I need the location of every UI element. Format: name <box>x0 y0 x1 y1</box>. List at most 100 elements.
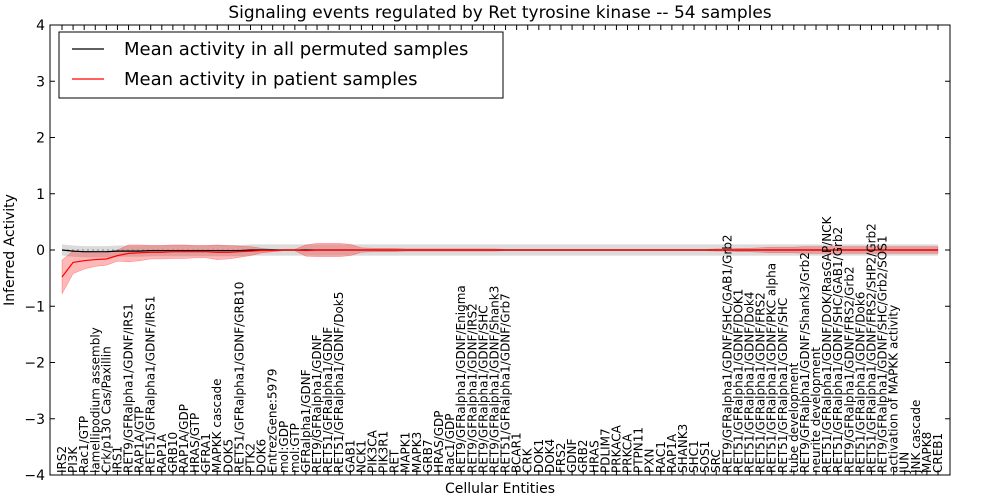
y-tick-label: 2 <box>36 131 45 147</box>
x-tick-label: SOS1 <box>698 441 712 473</box>
x-tick-label: CRK <box>521 447 535 473</box>
chart-title: Signaling events regulated by Ret tyrosi… <box>228 3 771 23</box>
x-tick-label: DOK5 <box>221 439 235 473</box>
x-tick-label: RET51/GFRalpha1/GDNF/PKC alpha <box>765 263 779 473</box>
x-tick-label: MAPKK cascade <box>210 378 224 473</box>
x-tick-label: JUN <box>898 452 912 474</box>
y-tick-label: 3 <box>36 74 45 90</box>
x-tick-label: PTK2 <box>244 443 258 473</box>
y-tick-label: −1 <box>24 299 45 315</box>
x-tick-label: tube development <box>787 362 801 473</box>
x-tick-label: mol:GDP <box>277 421 291 473</box>
x-tick-label: RET51/GFRalpha1/GDNF/SHC/GAB1/Grb2 <box>831 227 845 473</box>
x-tick-label: RET51/GFRalpha1/GDNF/Dok5 <box>332 292 346 473</box>
x-tick-label: RAP1A/GDP <box>177 404 191 473</box>
x-tick-label: RET9/GFRalpha1/GDNF/IRS1 <box>122 303 136 473</box>
x-tick-label: RAP1A <box>155 433 169 473</box>
x-tick-label: PTPN11 <box>632 427 646 473</box>
x-tick-label: RAP1A/GTP <box>133 406 147 473</box>
x-tick-label: GFRA1 <box>199 433 213 473</box>
x-tick-label: RET9/GFRalpha1/GDNF/SHC <box>476 305 490 473</box>
y-tick-label: −4 <box>24 468 45 484</box>
legend-label-permuted: Mean activity in all permuted samples <box>124 39 468 60</box>
x-tick-label: PRKACA <box>609 424 623 473</box>
x-tick-label: RET9/GFRalpha1/GDNF/Shank3 <box>487 286 501 473</box>
x-tick-label: Rac1/GTP <box>77 416 91 473</box>
x-tick-label: GDNF <box>565 438 579 473</box>
x-tick-label: HRAS/GTP <box>188 413 202 473</box>
x-tick-label: RET9/GFRalpha1/GDNF/Shank3/Grb2 <box>798 252 812 473</box>
x-tick-label: RAP1A <box>665 433 679 473</box>
x-tick-label: GRB10 <box>166 432 180 473</box>
x-tick-label: RET9/GFRalpha1/GDNF/IRS2 <box>465 303 479 473</box>
x-tick-label: MAPK1 <box>399 432 413 473</box>
x-tick-label: IRS1 <box>110 446 124 473</box>
x-tick-label: DOK6 <box>255 439 269 473</box>
x-tick-label: PXN <box>643 449 657 473</box>
x-tick-label: RET51/GFRalpha1/GDNF <box>321 327 335 473</box>
y-axis-label: Inferred Activity <box>2 194 18 306</box>
y-tick-label: 0 <box>36 243 45 259</box>
x-tick-label: GAB1 <box>343 440 357 473</box>
series-lines <box>61 249 938 278</box>
y-tick-label: −2 <box>24 356 45 372</box>
x-tick-label: RET9/GFRalpha1/GDNF/FRS2/Grb2 <box>842 266 856 473</box>
band-series-0 <box>62 244 938 258</box>
x-axis-label: Cellular Entities <box>445 481 555 497</box>
x-tick-label: PIK3CA <box>365 429 379 473</box>
x-tick-label: PDLIM7 <box>598 428 612 473</box>
x-tick-label: Crk/p130 Cas/Paxillin <box>99 346 113 473</box>
x-tick-label: MAPK3 <box>410 432 424 473</box>
x-tick-label: HRAS/GDP <box>432 410 446 473</box>
y-tick-label: 4 <box>36 18 45 34</box>
x-tick-label: HRAS <box>587 440 601 473</box>
x-tick-label: SHANK3 <box>676 424 690 473</box>
x-tick-label: RET51/GFRalpha1/GDNF/FRS2/SHP2/Grb2 <box>864 223 878 473</box>
x-tick-label: RET9/GFRalpha1/GDNF <box>310 334 324 473</box>
x-tick-label: RET9/GFRalpha1/GDNF/Enigma <box>454 285 468 473</box>
x-tick-label: activation of MAPKK activity <box>887 305 901 473</box>
band-series-1 <box>61 242 939 295</box>
y-tick-label: 1 <box>36 187 45 203</box>
x-tick-label: RET51/GFRalpha1/GDNF/DOK/RasGAP/NCK <box>820 215 834 473</box>
x-tick-label: mol:GTP <box>288 423 302 473</box>
x-tick-label: DOK1 <box>532 439 546 473</box>
x-tick-label: GRB2 <box>576 439 590 473</box>
x-tick-label: PIK3R1 <box>377 431 391 473</box>
legend-box <box>58 31 504 99</box>
x-tick-label: EntrezGene:5979 <box>266 369 280 474</box>
x-tick-label: NCK1 <box>354 440 368 473</box>
x-tick-label: RAC1 <box>654 441 668 473</box>
x-tick-label: CREB1 <box>931 433 945 473</box>
x-tick-label: RET51/GFRalpha1/GDNF/Grb7 <box>499 293 513 473</box>
series-line-1 <box>61 249 938 278</box>
x-tick-label: SRC <box>709 449 723 473</box>
x-tick-label: RET51/GFRalpha1/GDNF/IRS1 <box>144 296 158 473</box>
y-tick-label: −3 <box>24 412 45 428</box>
x-tick-label: RET51/GFRalpha1/GDNF/DOK1 <box>731 289 745 473</box>
x-tick-label: MAPK8 <box>920 432 934 473</box>
x-tick-label: RET9/GFRalpha1/GDNF/SHC/Grb2/SOS1 <box>876 235 890 473</box>
x-tick-label: neurite development <box>809 347 823 473</box>
x-tick-label: FRS2 <box>554 443 568 474</box>
x-tick-label: RET51/GFRalpha1/GDNF/Dok6 <box>853 292 867 473</box>
legend: Mean activity in all permuted samples Me… <box>58 31 504 99</box>
x-tick-label: GRB7 <box>421 439 435 473</box>
confidence-bands <box>61 242 939 295</box>
x-tick-label: JNK cascade <box>909 400 923 474</box>
x-tick-label: PRKCA <box>621 433 635 473</box>
x-tick-label: BCAR1 <box>510 432 524 473</box>
x-tick-label: PI3K <box>66 446 80 473</box>
x-tick-label: DOK4 <box>543 439 557 473</box>
x-tick-label: GFRalpha1/GDNF <box>299 369 313 473</box>
x-tick-label: RET <box>388 449 402 473</box>
x-tick-label: RET51/GFRalpha1/GDNF/GRB10 <box>232 282 246 473</box>
legend-label-patient: Mean activity in patient samples <box>124 69 418 90</box>
x-tick-label: RET51/GFRalpha1/GDNF/SHC <box>776 298 790 473</box>
x-tick-label: Rac1/GDP <box>443 414 457 473</box>
y-axis: −4 −3 −2 −1 0 1 2 3 4 <box>24 18 950 484</box>
x-tick-label: RET51/GFRalpha1/GDNF/FRS2 <box>754 292 768 473</box>
x-tick-label: RET9/GFRalpha1/GDNF/SHC/GAB1/Grb2 <box>720 234 734 473</box>
